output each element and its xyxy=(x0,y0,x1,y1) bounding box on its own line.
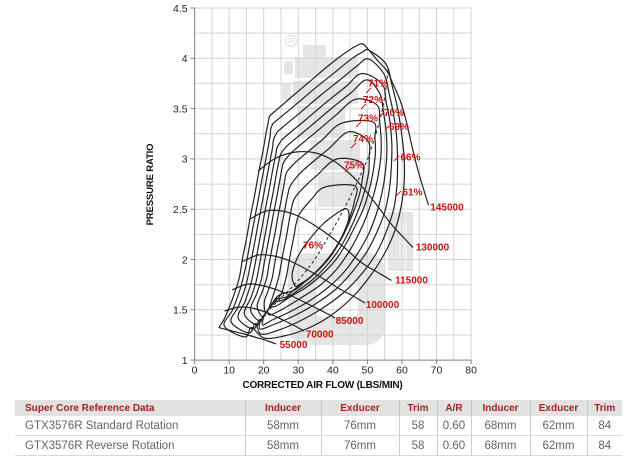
svg-text:30: 30 xyxy=(292,365,304,377)
svg-text:75%: 75% xyxy=(344,161,364,172)
svg-text:1.5: 1.5 xyxy=(173,305,188,317)
svg-text:R: R xyxy=(288,37,294,46)
svg-text:130000: 130000 xyxy=(416,243,450,254)
svg-text:50: 50 xyxy=(362,365,374,377)
svg-text:3: 3 xyxy=(182,154,188,166)
svg-text:61%: 61% xyxy=(402,188,422,199)
svg-text:100000: 100000 xyxy=(366,300,400,311)
svg-text:40: 40 xyxy=(327,365,339,377)
svg-text:70: 70 xyxy=(431,365,443,377)
svg-text:CORRECTED AIR FLOW (LBS/MIN): CORRECTED AIR FLOW (LBS/MIN) xyxy=(242,380,402,391)
svg-text:76%: 76% xyxy=(303,241,323,252)
svg-text:2: 2 xyxy=(182,254,188,266)
svg-text:145000: 145000 xyxy=(430,202,464,213)
svg-text:55000: 55000 xyxy=(280,340,308,351)
svg-text:66%: 66% xyxy=(400,153,420,164)
svg-text:73%: 73% xyxy=(358,114,378,125)
svg-text:1: 1 xyxy=(182,355,188,367)
svg-text:2.5: 2.5 xyxy=(173,204,188,216)
svg-text:10: 10 xyxy=(223,365,235,377)
svg-text:20: 20 xyxy=(258,365,270,377)
svg-text:80: 80 xyxy=(465,365,477,377)
svg-text:PRESSURE RATIO: PRESSURE RATIO xyxy=(145,143,156,226)
svg-text:69%: 69% xyxy=(389,122,409,133)
svg-text:85000: 85000 xyxy=(336,316,364,327)
svg-text:4.5: 4.5 xyxy=(173,3,188,15)
svg-text:74%: 74% xyxy=(353,134,373,145)
svg-text:4: 4 xyxy=(182,53,188,65)
svg-text:70%: 70% xyxy=(384,108,404,119)
svg-text:0: 0 xyxy=(192,365,198,377)
svg-text:3.5: 3.5 xyxy=(173,103,188,115)
svg-text:115000: 115000 xyxy=(395,275,428,286)
svg-text:60: 60 xyxy=(396,365,408,377)
svg-text:70000: 70000 xyxy=(306,330,334,341)
svg-text:71%: 71% xyxy=(368,79,388,90)
svg-text:72%: 72% xyxy=(363,95,383,106)
